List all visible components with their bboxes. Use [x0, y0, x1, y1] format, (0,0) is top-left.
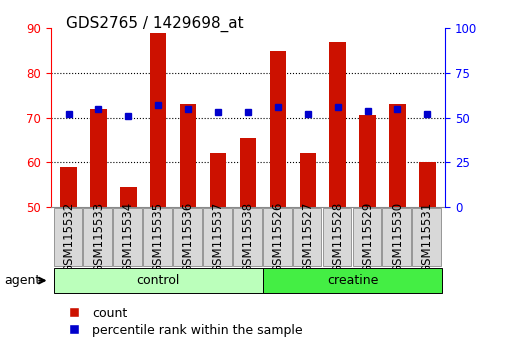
Bar [90, 109, 107, 207]
Text: GSM115532: GSM115532 [62, 201, 75, 273]
Text: GSM115535: GSM115535 [152, 202, 165, 273]
Bar [239, 138, 256, 207]
Bar [418, 162, 435, 207]
Text: GSM115526: GSM115526 [271, 201, 284, 273]
FancyBboxPatch shape [203, 208, 231, 266]
Bar [388, 104, 405, 207]
Text: GDS2765 / 1429698_at: GDS2765 / 1429698_at [66, 16, 243, 32]
FancyBboxPatch shape [382, 208, 411, 266]
FancyBboxPatch shape [352, 208, 381, 266]
Text: GSM115529: GSM115529 [361, 201, 373, 273]
FancyBboxPatch shape [173, 208, 201, 266]
Bar [329, 42, 345, 207]
Bar [180, 104, 196, 207]
FancyBboxPatch shape [263, 268, 441, 293]
Bar [359, 115, 375, 207]
FancyBboxPatch shape [143, 208, 172, 266]
Legend: count, percentile rank within the sample: count, percentile rank within the sample [57, 302, 307, 342]
FancyBboxPatch shape [292, 208, 321, 266]
FancyBboxPatch shape [83, 208, 112, 266]
Bar [210, 154, 226, 207]
FancyBboxPatch shape [54, 268, 263, 293]
Text: GSM115533: GSM115533 [92, 202, 105, 273]
Bar [269, 51, 285, 207]
Text: GSM115536: GSM115536 [181, 201, 194, 273]
Text: GSM115531: GSM115531 [420, 201, 433, 273]
FancyBboxPatch shape [412, 208, 440, 266]
FancyBboxPatch shape [232, 208, 261, 266]
Bar [149, 33, 166, 207]
Text: GSM115537: GSM115537 [211, 201, 224, 273]
Text: control: control [136, 274, 180, 287]
Text: GSM115527: GSM115527 [300, 201, 314, 273]
Text: GSM115528: GSM115528 [330, 201, 343, 273]
FancyBboxPatch shape [113, 208, 142, 266]
FancyBboxPatch shape [263, 208, 291, 266]
FancyBboxPatch shape [54, 208, 82, 266]
Bar [299, 154, 315, 207]
Text: GSM115530: GSM115530 [390, 202, 403, 273]
Text: creatine: creatine [326, 274, 378, 287]
Bar [120, 187, 136, 207]
Text: agent: agent [4, 274, 40, 287]
FancyBboxPatch shape [322, 208, 350, 266]
Text: GSM115538: GSM115538 [241, 202, 254, 273]
Bar [60, 167, 77, 207]
Text: GSM115534: GSM115534 [122, 201, 134, 273]
